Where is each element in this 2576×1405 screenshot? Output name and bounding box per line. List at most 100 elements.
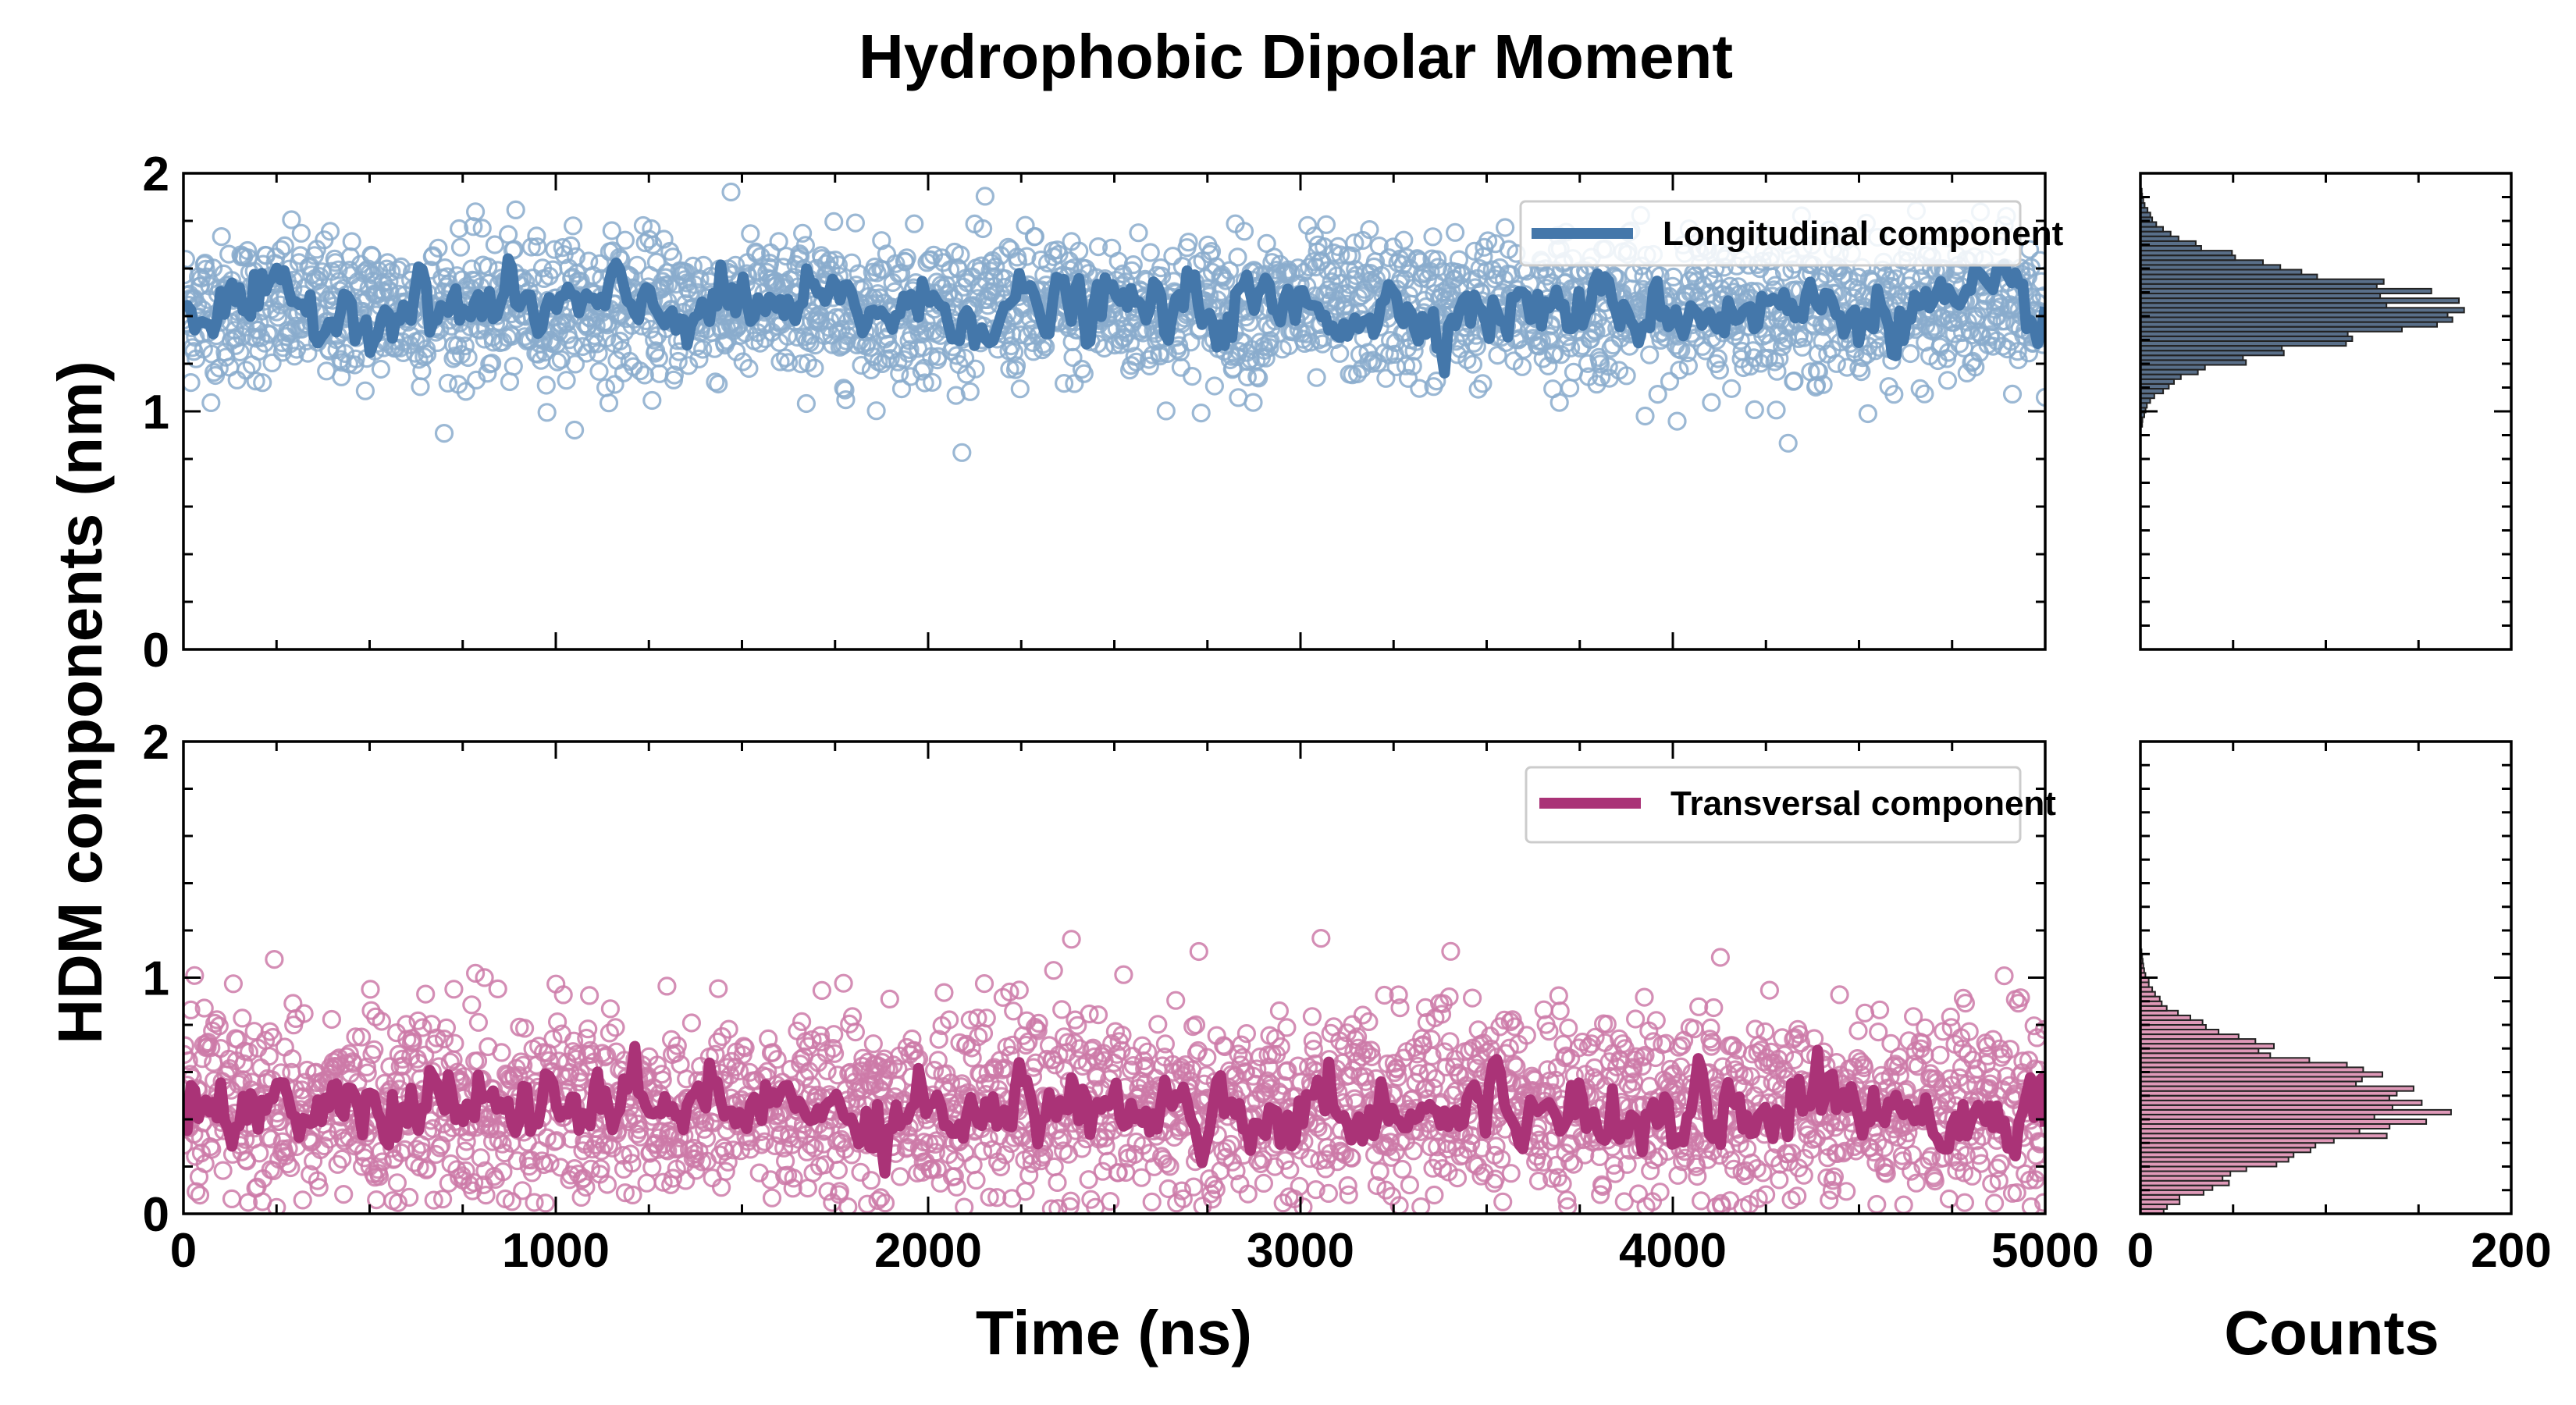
scatter-point <box>571 1187 591 1208</box>
scatter-point <box>1495 218 1515 237</box>
scatter-point <box>664 365 685 385</box>
scatter-point <box>416 984 436 1004</box>
scatter-point <box>615 230 635 250</box>
scatter-point <box>201 393 221 413</box>
scatter-point <box>1004 342 1024 362</box>
scatter-point <box>1901 343 1920 364</box>
scatter-point <box>1183 367 1202 386</box>
scatter-point <box>1617 366 1636 386</box>
scatter-point <box>927 272 947 292</box>
scatter-point <box>455 336 475 356</box>
scatter-point <box>863 1034 883 1054</box>
scatter-point <box>1423 227 1443 247</box>
scatter-point <box>796 393 817 414</box>
scatter-point <box>1249 368 1268 388</box>
scatter-point <box>880 989 899 1009</box>
scatter-point <box>1140 356 1159 375</box>
scatter-point <box>462 995 482 1015</box>
scatter-point <box>412 361 432 381</box>
scatter-point <box>921 250 941 269</box>
scatter-point <box>183 250 195 269</box>
scatter-point <box>227 370 247 389</box>
scatter-point <box>1767 400 1786 420</box>
scatter-point <box>482 354 502 373</box>
scatter-point <box>1784 1050 1804 1070</box>
scatter-point <box>1069 241 1089 261</box>
scatter-point <box>1313 334 1332 354</box>
scatter-point <box>1467 336 1486 356</box>
scatter-point <box>1054 374 1074 393</box>
scatter-point <box>1544 343 1564 364</box>
scatter-point <box>1393 1159 1412 1179</box>
scatter-point <box>1062 930 1081 949</box>
scatter-point <box>1216 271 1236 290</box>
scatter-point <box>334 1184 354 1204</box>
scatter-point <box>1540 326 1560 347</box>
scatter-point <box>1585 320 1604 340</box>
scatter-point <box>915 373 934 393</box>
scatter-point <box>940 260 960 279</box>
scatter-point <box>450 237 471 257</box>
scatter-point <box>1867 1194 1887 1214</box>
scatter-point <box>1930 1045 1950 1065</box>
scatter-point <box>492 1043 511 1062</box>
scatter-point <box>1400 1175 1420 1195</box>
scatter-point <box>1166 991 1186 1010</box>
legend-longitudinal[interactable]: Longitudinal component <box>1519 200 2064 267</box>
scatter-point <box>190 1185 210 1205</box>
scatter-point <box>834 973 853 993</box>
scatter-point <box>610 331 630 351</box>
scatter-point <box>1322 272 1341 291</box>
scatter-point <box>293 1190 312 1210</box>
scatter-point <box>1179 233 1198 252</box>
top-panel: Longitudinal component <box>182 172 2064 651</box>
scatter-point <box>1601 339 1621 358</box>
scatter-point <box>1462 988 1482 1008</box>
scatter-point <box>1560 379 1580 398</box>
scatter-point <box>415 347 434 367</box>
scatter-point <box>1784 371 1804 391</box>
scatter-point <box>1345 233 1364 253</box>
scatter-point <box>253 373 272 393</box>
scatter-point <box>361 980 380 999</box>
scatter-point <box>642 390 662 411</box>
scatter-point <box>589 361 609 381</box>
scatter-point <box>1156 401 1176 421</box>
x-axis-label: Time (ns) <box>976 1298 1252 1368</box>
scatter-point <box>417 344 437 365</box>
scatter-point <box>1044 1157 1064 1177</box>
scatter-point <box>565 354 585 374</box>
scatter-point <box>269 308 288 327</box>
scatter-point <box>1410 379 1429 398</box>
scatter-point <box>1234 222 1254 241</box>
scatter-point <box>975 187 995 206</box>
scatter-point <box>1710 361 1729 380</box>
scatter-point <box>1767 361 1787 381</box>
scatter-point <box>709 374 728 394</box>
scatter-point <box>645 330 664 350</box>
scatter-point <box>1307 368 1326 387</box>
scatter-point <box>1762 267 1781 286</box>
scatter-point <box>1369 237 1389 256</box>
scatter-point <box>1635 987 1654 1007</box>
scatter-point <box>237 361 256 380</box>
scatter-point <box>1858 404 1877 424</box>
scatter-point <box>1123 255 1143 275</box>
scatter-point <box>275 236 294 255</box>
scatter-point <box>1473 374 1493 393</box>
scatter-point <box>1820 1190 1839 1210</box>
scatter-point <box>259 1047 279 1066</box>
scatter-point <box>1163 247 1183 266</box>
scatter-point <box>579 986 600 1005</box>
scatter-point <box>1635 406 1655 426</box>
scatter-point <box>275 1037 294 1057</box>
scatter-point <box>1396 356 1416 375</box>
scatter-point <box>1120 333 1140 353</box>
scatter-point <box>298 343 318 363</box>
scatter-point <box>1016 1182 1035 1201</box>
scatter-point <box>1238 352 1258 372</box>
scatter-point <box>1063 347 1083 367</box>
scatter-point <box>1330 343 1350 363</box>
scatter-point <box>1372 265 1391 285</box>
scatter-point <box>458 347 478 368</box>
